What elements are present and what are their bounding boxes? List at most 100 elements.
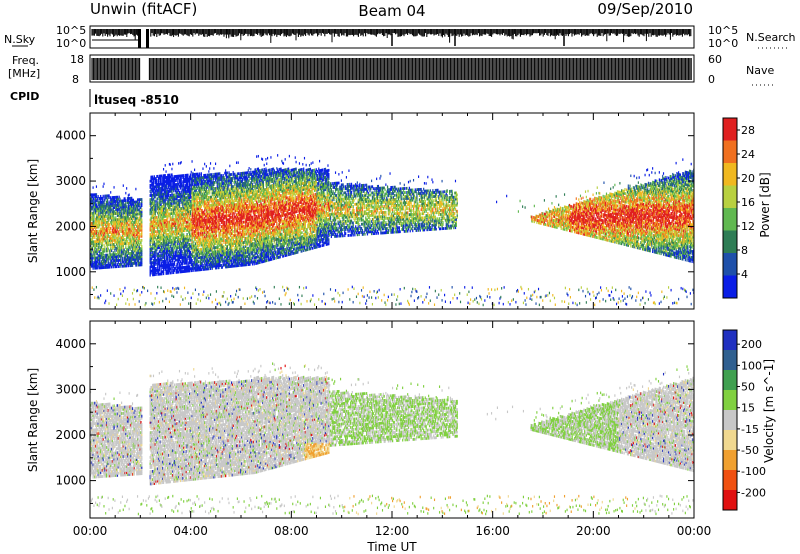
range-gate-cell (139, 255, 141, 259)
range-gate-cell (168, 247, 171, 250)
range-gate-cell (118, 211, 120, 215)
range-gate-cell (190, 296, 192, 300)
range-gate-cell (132, 243, 135, 247)
range-gate-cell (136, 247, 138, 251)
range-gate-cell (162, 180, 164, 184)
range-gate-cell (164, 239, 166, 243)
range-gate-cell (112, 226, 114, 230)
range-gate-cell (158, 223, 161, 227)
range-gate-cell (170, 249, 172, 252)
range-gate-cell (125, 207, 127, 211)
range-gate-cell (140, 214, 142, 218)
range-gate-cell (152, 232, 154, 236)
range-gate-cell (149, 200, 151, 204)
range-gate-cell (121, 250, 124, 254)
range-gate-cell (162, 235, 165, 239)
range-gate-cell (149, 243, 151, 246)
range-gate-cell (163, 251, 166, 255)
range-gate-cell (140, 241, 142, 244)
range-gate-cell (102, 185, 104, 188)
range-gate-cell (108, 263, 110, 267)
range-gate-cell (169, 251, 171, 254)
range-gate-cell (168, 173, 171, 177)
range-gate-cell (159, 207, 161, 211)
range-gate-cell (106, 263, 109, 267)
range-gate-cell (126, 209, 129, 213)
range-gate-cell (156, 246, 158, 250)
range-gate-cell (164, 202, 166, 206)
range-gate-cell (91, 248, 93, 252)
range-gate-cell (98, 209, 100, 213)
range-gate-cell (156, 226, 158, 229)
range-gate-cell (162, 260, 165, 263)
range-gate-cell (149, 194, 151, 197)
range-gate-cell (114, 212, 116, 216)
range-gate-cell (121, 211, 123, 215)
range-gate-cell (150, 236, 152, 240)
range-gate-cell (90, 238, 92, 242)
range-gate-cell (168, 232, 170, 236)
range-gate-cell (122, 215, 124, 219)
range-gate-cell (199, 299, 202, 303)
range-gate-cell (96, 236, 98, 239)
range-gate-cell (166, 235, 168, 238)
range-gate-cell (131, 262, 133, 265)
range-gate-cell (111, 236, 114, 240)
range-gate-cell (162, 215, 165, 218)
range-gate-cell (94, 242, 96, 246)
range-gate-cell (123, 221, 125, 225)
range-gate-cell (161, 264, 163, 268)
range-gate-cell (168, 187, 171, 191)
range-gate-cell (138, 198, 140, 202)
range-gate-cell (133, 204, 135, 208)
freq-top-tick: 18 (70, 53, 84, 66)
range-gate-cell (116, 242, 118, 246)
range-gate-cell (163, 204, 166, 208)
range-gate-cell (94, 207, 96, 211)
range-gate-cell (150, 226, 152, 230)
range-gate-cell (121, 219, 124, 223)
range-gate-cell (116, 232, 119, 236)
range-gate-cell (117, 220, 119, 224)
range-gate-cell (98, 235, 100, 239)
range-gate-cell (90, 207, 93, 211)
range-gate-cell (109, 212, 111, 216)
range-gate-cell (126, 221, 128, 225)
range-gate-cell (101, 202, 103, 206)
range-gate-cell (106, 243, 109, 247)
range-gate-cell (124, 197, 126, 201)
range-gate-cell (152, 267, 155, 271)
range-gate-cell (138, 249, 140, 253)
range-gate-cell (165, 253, 167, 257)
range-gate-cell (120, 209, 122, 213)
range-gate-cell (131, 249, 133, 253)
range-gate-cell (151, 210, 153, 214)
range-gate-cell (166, 253, 168, 257)
range-gate-cell (95, 209, 98, 213)
range-gate-cell (167, 267, 169, 271)
range-gate-cell (110, 241, 112, 244)
range-gate-cell (160, 211, 162, 215)
range-gate-cell (129, 254, 131, 257)
range-gate-cell (169, 290, 171, 293)
range-gate-cell (100, 227, 102, 231)
range-gate-cell (157, 221, 160, 225)
range-gate-cell (105, 206, 108, 210)
range-gate-cell (101, 217, 103, 221)
range-gate-cell (107, 257, 109, 261)
range-gate-cell (152, 240, 154, 244)
range-gate-cell (128, 262, 130, 266)
range-gate-cell (120, 203, 122, 207)
range-gate-cell (169, 216, 171, 220)
range-gate-cell (125, 229, 127, 233)
range-gate-cell (157, 272, 160, 276)
range-gate-cell (95, 250, 98, 254)
range-gate-cell (168, 222, 170, 226)
range-gate-cell (100, 254, 103, 257)
range-gate-cell (168, 204, 171, 208)
range-gate-cell (121, 207, 124, 211)
range-gate-cell (123, 264, 125, 268)
range-gate-cell (119, 244, 121, 248)
range-gate-cell (152, 255, 154, 258)
range-gate-cell (100, 196, 103, 200)
